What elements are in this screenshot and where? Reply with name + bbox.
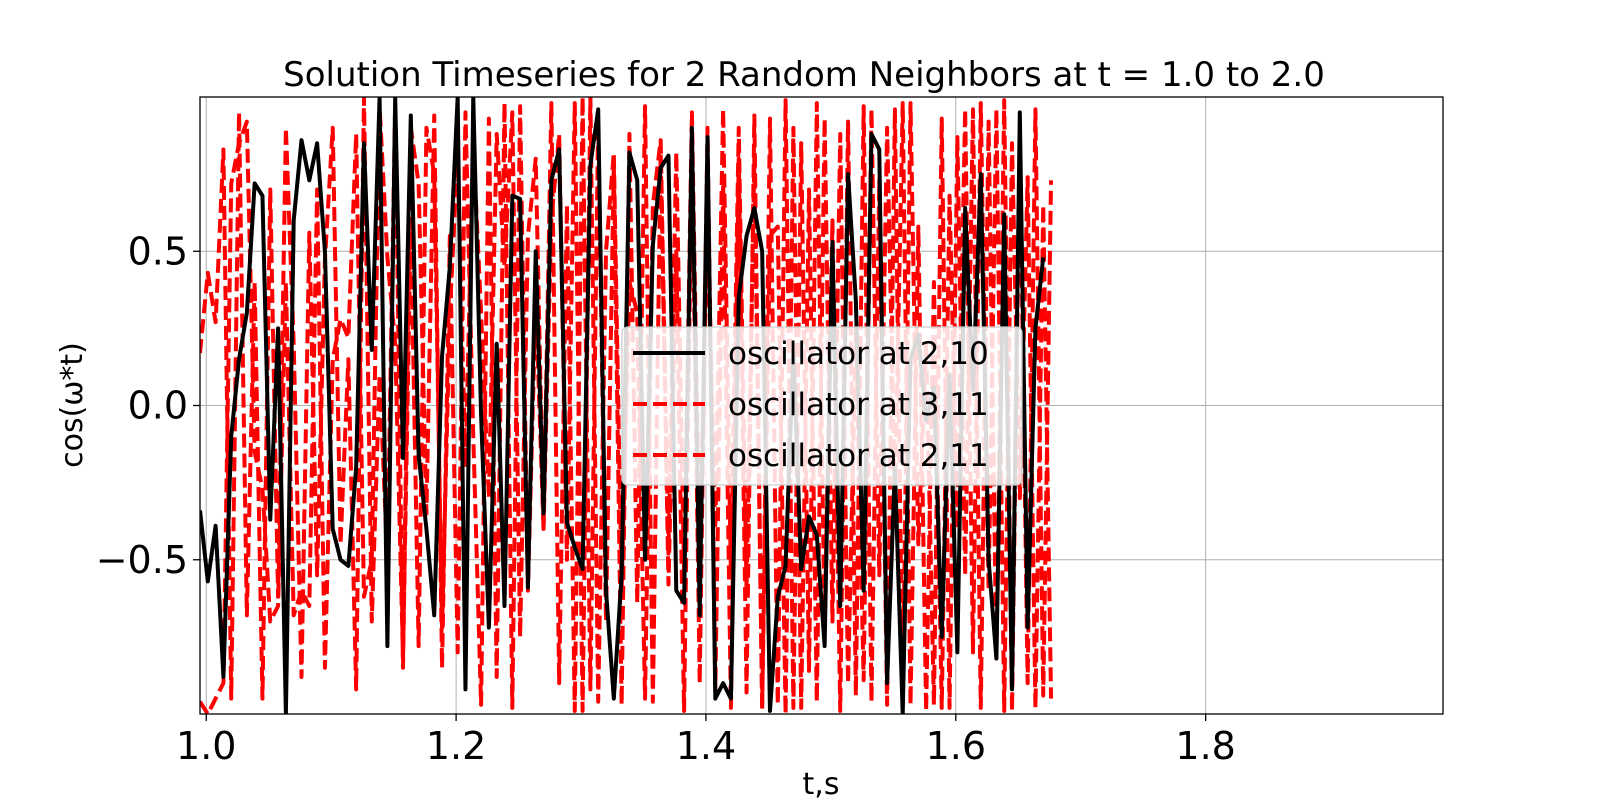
legend: oscillator at 2,10 oscillator at 3,11 os…: [621, 326, 1023, 486]
legend-label-0: oscillator at 2,10: [728, 336, 989, 372]
y-tick-label: −0.5: [96, 538, 188, 582]
x-tick-label: 1.2: [426, 724, 486, 768]
y-tick-label: 0.5: [128, 229, 188, 273]
x-tick-label: 1.8: [1175, 724, 1235, 768]
chart-title: Solution Timeseries for 2 Random Neighbo…: [283, 55, 1325, 95]
legend-label-2: oscillator at 2,11: [728, 438, 989, 474]
series-line-0: [200, 97, 1046, 714]
legend-label-1: oscillator at 3,11: [728, 387, 989, 423]
y-axis-ticks: −0.5 0.0 0.5: [96, 229, 200, 582]
y-tick-label: 0.0: [128, 384, 188, 428]
x-tick-label: 1.0: [176, 724, 236, 768]
legend-box: [621, 326, 1023, 486]
x-axis-label: t,s: [803, 767, 840, 800]
x-tick-label: 1.4: [676, 724, 736, 768]
y-axis-label: cos(ω*t): [55, 342, 90, 468]
x-axis-ticks: 1.0 1.2 1.4 1.6 1.8: [176, 714, 1236, 768]
x-tick-label: 1.6: [926, 724, 986, 768]
